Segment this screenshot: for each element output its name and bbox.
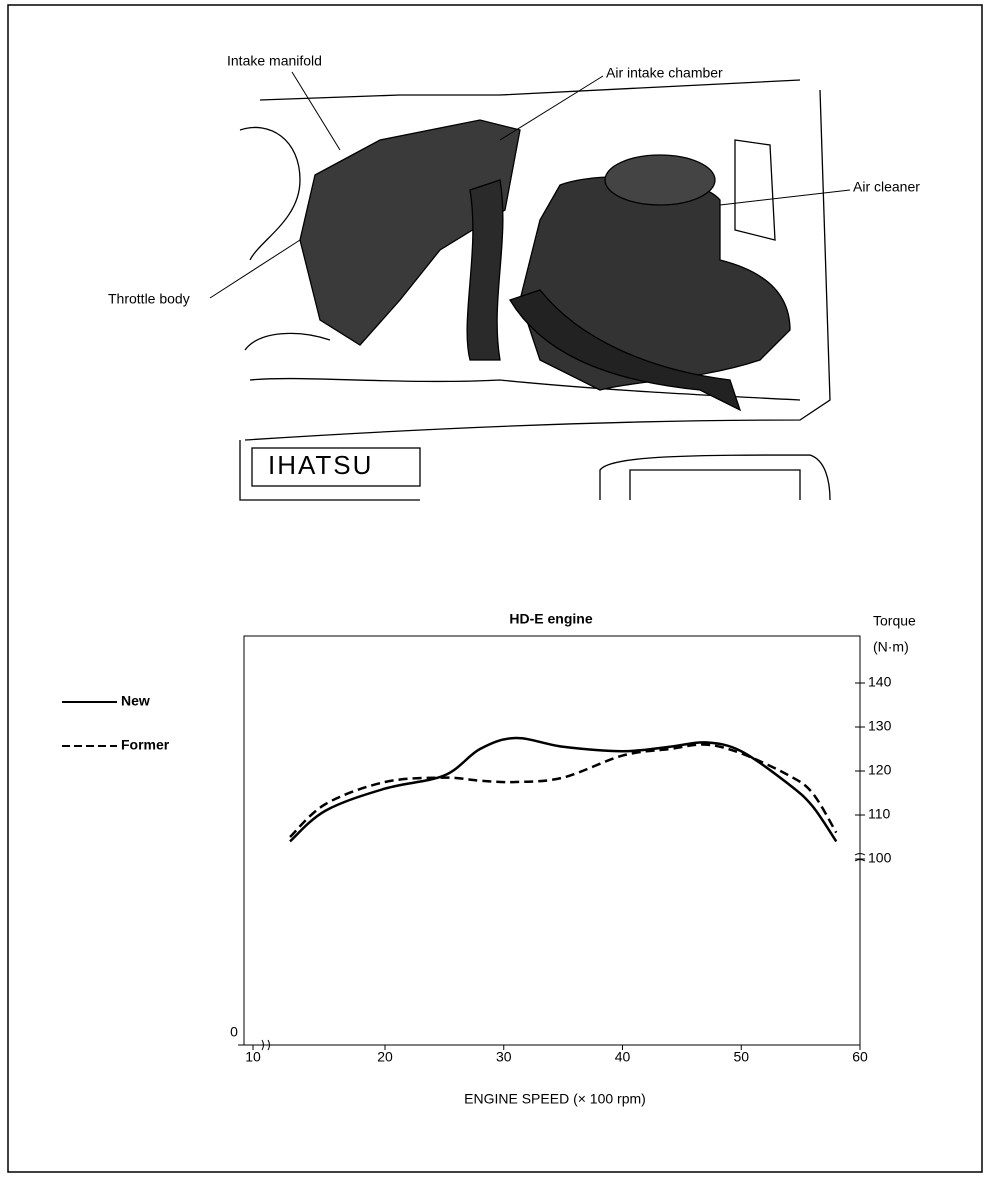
x-tick-label: 30 xyxy=(496,1049,512,1065)
x-tick-label: 50 xyxy=(733,1049,749,1065)
x-tick-label: 20 xyxy=(377,1049,393,1065)
logo: IHATSU xyxy=(268,450,373,480)
x-tick-label: 10 xyxy=(245,1049,261,1065)
x-tick-label: 40 xyxy=(615,1049,631,1065)
series-line xyxy=(290,738,836,841)
chart-title: HD-E engine xyxy=(509,611,592,627)
engine-illustration xyxy=(240,80,830,500)
y-tick-label: 100 xyxy=(868,850,892,866)
x-axis-label: ENGINE SPEED (× 100 rpm) xyxy=(464,1091,646,1107)
y-tick-label: 120 xyxy=(868,762,892,778)
y-tick-label: 130 xyxy=(868,718,892,734)
plot-frame xyxy=(244,636,860,1045)
y-tick-label: 0 xyxy=(230,1024,238,1040)
page: IHATSU Intake manifold Air intake chambe… xyxy=(0,0,990,1182)
y-tick-label: 140 xyxy=(868,674,892,690)
label-intake-manifold: Intake manifold xyxy=(227,53,322,69)
y-tick-label: 110 xyxy=(868,806,891,822)
label-throttle-body: Throttle body xyxy=(108,291,190,307)
x-tick-label: 60 xyxy=(852,1049,868,1065)
y-axis-unit: (N·m) xyxy=(873,639,909,655)
y-axis-label: Torque xyxy=(873,613,916,629)
legend-label: Former xyxy=(121,737,170,753)
label-air-intake-chamber: Air intake chamber xyxy=(606,65,723,81)
legend-label: New xyxy=(121,693,150,709)
label-air-cleaner: Air cleaner xyxy=(853,179,920,195)
